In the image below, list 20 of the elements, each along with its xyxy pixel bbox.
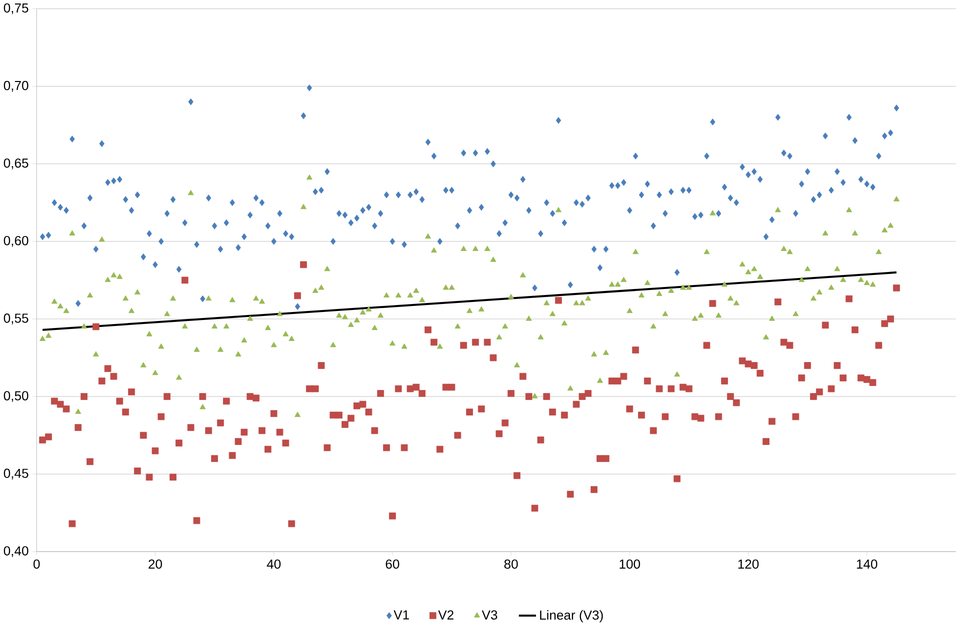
- y-tick-label: 0,70: [4, 80, 28, 92]
- x-tick-label: 80: [504, 559, 518, 569]
- x-tick-label: 140: [856, 559, 878, 569]
- legend-label: V2: [438, 610, 454, 620]
- legend-label: V3: [482, 610, 498, 620]
- y-tick-label: 0,45: [4, 468, 28, 480]
- y-tick-label: 0,75: [4, 3, 28, 14]
- y-tick-label: 0,65: [4, 158, 28, 170]
- y-tick-label: 0,60: [4, 236, 28, 247]
- x-tick-label: 120: [738, 559, 759, 569]
- legend-label: Linear (V3): [540, 610, 603, 622]
- y-tick-label: 0,55: [4, 314, 28, 324]
- x-tick-label: 0: [33, 559, 40, 569]
- y-tick-label: 0,40: [4, 546, 28, 557]
- legend-label: V1: [394, 610, 409, 620]
- y-tick-label: 0,50: [4, 391, 28, 402]
- x-tick-label: 40: [266, 559, 281, 569]
- x-tick-label: 100: [620, 559, 640, 569]
- x-tick-label: 60: [386, 559, 400, 569]
- x-tick-label: 20: [148, 559, 162, 569]
